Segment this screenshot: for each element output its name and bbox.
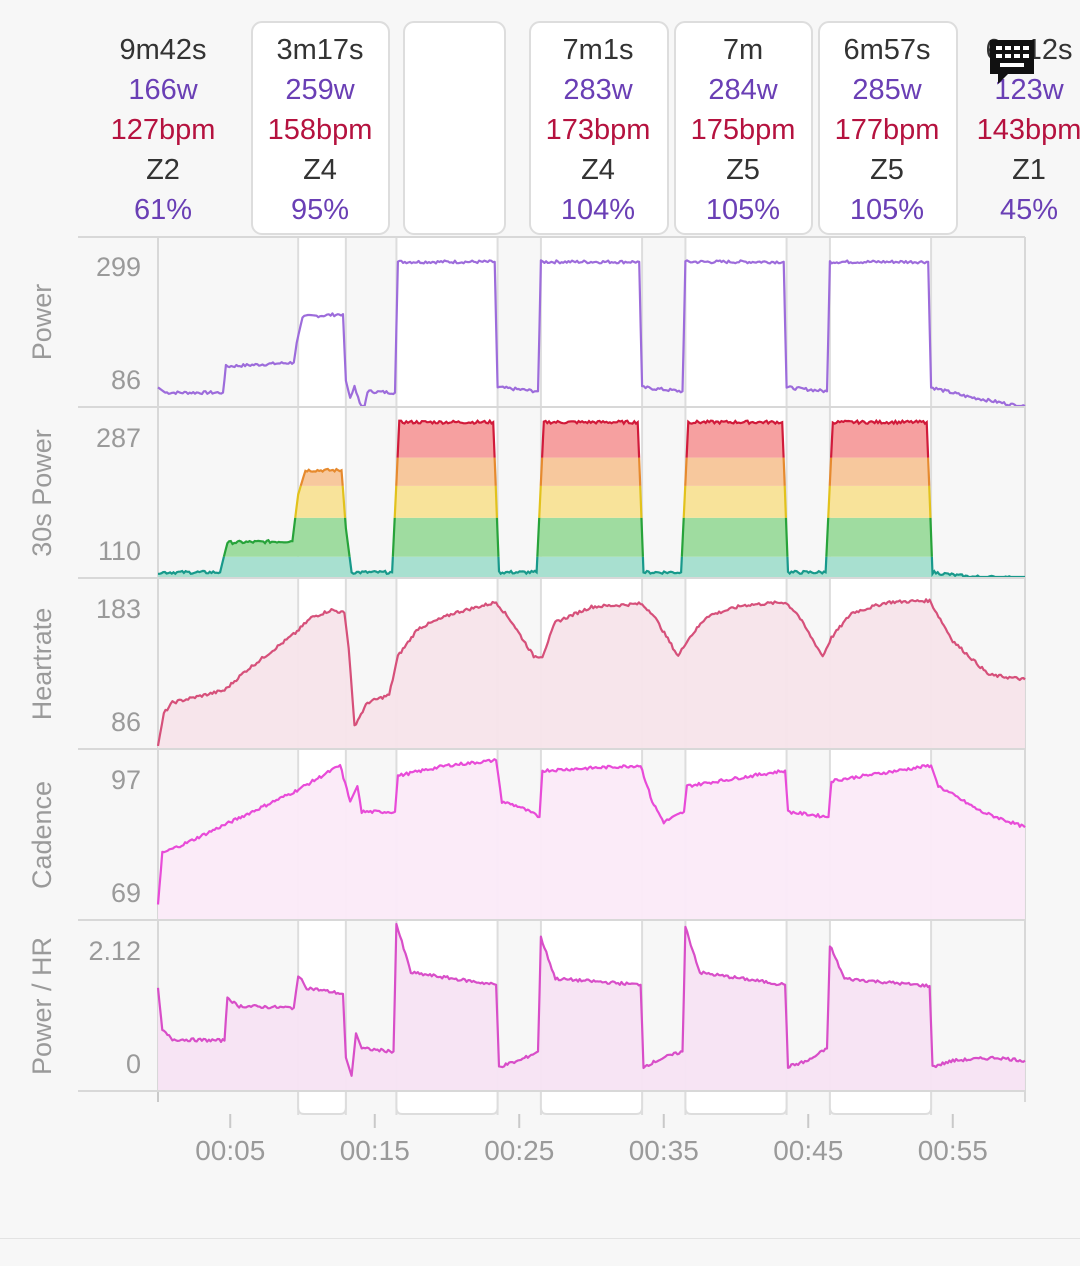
lap-labels: 9m42s 166w 127bpm Z2 61% 3m17s 259w 158bpm Z4 95%… [111, 34, 1080, 226]
y-tick-label: 86 [111, 365, 141, 395]
series-line-segment [396, 418, 930, 458]
lap-hr-label: 158bpm [268, 114, 373, 146]
lap-pct-label: 95% [291, 194, 349, 226]
lap-power-label: 283w [563, 74, 633, 106]
lap-band-tab [297, 1092, 347, 1115]
y-tick-label: 287 [96, 423, 141, 453]
lap-band-tab [684, 1092, 788, 1115]
bottom-divider [0, 1238, 1080, 1239]
series-line [157, 259, 1026, 408]
lap-box[interactable] [403, 21, 506, 235]
y-axis-label: Power [27, 284, 57, 361]
y-axis-label: Power / HR [27, 937, 57, 1075]
x-tick-label: 00:15 [340, 1135, 410, 1166]
lap-zone-label: Z4 [303, 154, 337, 186]
series-area [158, 759, 1025, 920]
series-line [156, 598, 1026, 747]
lap-box[interactable] [529, 21, 669, 235]
y-tick-label: 97 [111, 765, 141, 795]
lap-power-label: 284w [708, 74, 778, 106]
lap-zone-label: Z5 [870, 154, 904, 186]
lap-duration-label: 6m57s [843, 34, 930, 66]
panel-power: 299 86 Power [27, 236, 1026, 408]
lap-box[interactable] [818, 21, 958, 235]
lap-duration-label: 7m1s [563, 34, 634, 66]
lap-pct-label: 61% [134, 194, 192, 226]
y-tick-label: 86 [111, 707, 141, 737]
x-tick-label: 00:35 [629, 1135, 699, 1166]
lap-hr-label: 177bpm [835, 114, 940, 146]
y-axis-label: 30s Power [27, 429, 57, 557]
series-area [158, 599, 1025, 749]
y-axis-label: Cadence [27, 781, 57, 889]
lap-boxes [251, 21, 958, 235]
lap-hr-label: 143bpm [977, 114, 1080, 146]
lap-band-tab [539, 1092, 644, 1115]
x-tick-label: 00:45 [773, 1135, 843, 1166]
power-zone-band [158, 517, 1025, 557]
lap-zone-label: Z1 [1012, 154, 1046, 186]
y-tick-label: 110 [98, 536, 141, 566]
lap-box[interactable] [251, 21, 390, 235]
y-tick-label: 299 [96, 252, 141, 282]
lap-box[interactable] [674, 21, 813, 235]
lap-power-label: 285w [852, 74, 922, 106]
lap-hr-label: 127bpm [111, 114, 216, 146]
lap-hr-label: 173bpm [546, 114, 651, 146]
x-tick-label: 00:05 [195, 1135, 265, 1166]
lap-band-tab [395, 1092, 499, 1115]
lap-duration-label: 3m17s [276, 34, 363, 66]
lap-zone-label: Z5 [726, 154, 760, 186]
panel-power-hr: 2.12 0 Power / HR [27, 922, 1026, 1092]
lap-power-label: 259w [285, 74, 355, 106]
power-zone-band [158, 556, 1025, 578]
lap-zone-label: Z4 [581, 154, 615, 186]
keyboard-icon[interactable] [986, 36, 1038, 88]
panel-30s-power: 287 110 30s Power [27, 418, 1025, 579]
lap-zone-label: Z2 [146, 154, 180, 186]
lap-power-label: 166w [128, 74, 198, 106]
y-tick-label: 183 [96, 594, 141, 624]
power-zone-band [158, 457, 1025, 486]
series-line [156, 758, 1026, 905]
panel-heartrate: 183 86 Heartrate [27, 594, 1026, 750]
y-tick-label: 69 [111, 878, 141, 908]
lap-pct-label: 45% [1000, 194, 1058, 226]
lap-hr-label: 175bpm [691, 114, 796, 146]
lap-pct-label: 105% [850, 194, 924, 226]
power-zone-band [158, 485, 1025, 518]
x-axis: 00:05 00:15 00:25 00:35 00:45 00:55 [157, 1092, 988, 1166]
panel-cadence: 97 69 Cadence [27, 758, 1026, 921]
x-tick-label: 00:25 [484, 1135, 554, 1166]
chart-panels: 299 86 Power 287 110 30s Power 183 86 Heartrate 9… [27, 236, 1026, 1115]
y-tick-label: 2.12 [88, 936, 141, 966]
x-tick-label: 00:55 [918, 1135, 988, 1166]
series-line [156, 922, 1026, 1077]
y-tick-label: 0 [126, 1049, 141, 1079]
series-line-segment [299, 457, 931, 486]
y-axis-label: Heartrate [27, 608, 57, 721]
lap-band-tab [828, 1092, 933, 1115]
lap-duration-label: 7m [723, 34, 763, 66]
lap-pct-label: 104% [561, 194, 635, 226]
lap-duration-label: 9m42s [119, 34, 206, 66]
lap-power-label: 123w [994, 74, 1064, 106]
lap-pct-label: 105% [706, 194, 780, 226]
